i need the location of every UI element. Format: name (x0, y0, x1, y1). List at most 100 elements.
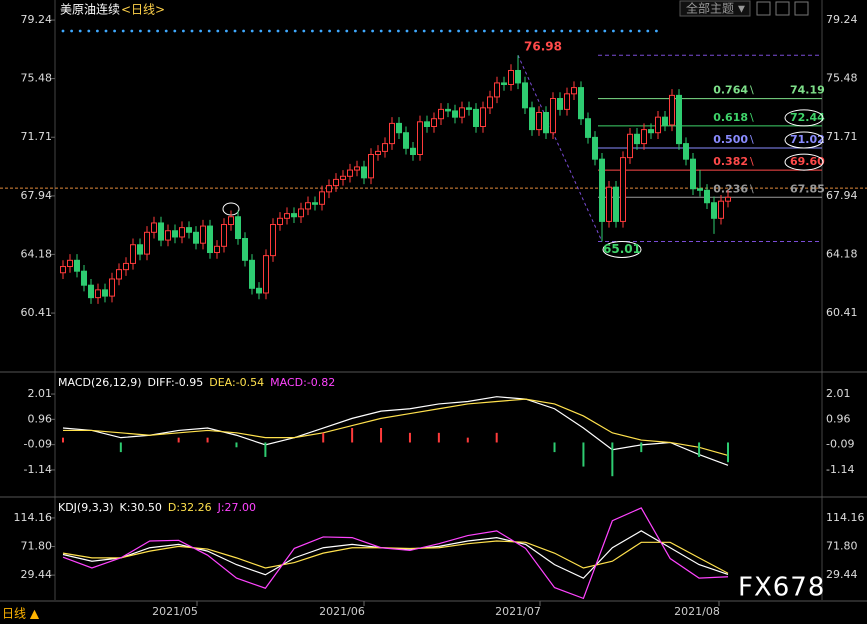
candle-body (144, 231, 150, 255)
indicator-line (62, 540, 729, 574)
indicator-line (62, 396, 729, 466)
icon-button[interactable] (775, 1, 790, 16)
candle-body (522, 82, 528, 109)
candle-body (228, 216, 234, 226)
date-label: 2021/07 (495, 605, 541, 618)
candle-body (165, 230, 171, 241)
signal-dot (500, 29, 503, 33)
candle-body (340, 175, 346, 180)
candle-body (207, 225, 213, 254)
candle-body (74, 259, 80, 272)
y-tick-label: 114.16 (14, 511, 53, 524)
signal-dot (414, 29, 417, 33)
candle-body (438, 108, 444, 120)
fib-price: 69.60 (790, 155, 825, 168)
fib-ratio: 0.764 (713, 84, 748, 97)
candle-body (333, 178, 339, 187)
signal-dot (371, 29, 374, 33)
signal-dot (405, 29, 409, 33)
candle-body (151, 222, 157, 233)
signal-dot (173, 29, 177, 33)
candle-body (452, 110, 458, 118)
fib-separator: \ (750, 155, 754, 168)
fib-price: 72.44 (790, 111, 825, 124)
candle-body (312, 202, 318, 205)
dropdown-arrow[interactable]: ▼ (738, 5, 745, 15)
candle-body (67, 259, 73, 268)
signal-dot (483, 29, 486, 33)
signal-dot (508, 29, 512, 33)
signal-dot (182, 29, 185, 33)
candle-body (690, 158, 696, 190)
candle-body (564, 93, 570, 110)
candle-body (585, 118, 591, 138)
candle-body (529, 107, 535, 131)
candle-body (193, 231, 199, 244)
candle-body (263, 255, 269, 294)
candle-body (613, 186, 619, 222)
candle-body (662, 116, 668, 126)
signal-dot (465, 29, 469, 33)
peak-label: 76.98 (524, 40, 562, 54)
candle-body (683, 143, 689, 160)
candle-body (599, 158, 605, 222)
fib-highlight (784, 153, 824, 171)
candle-body (179, 227, 185, 238)
signal-dot (362, 29, 366, 33)
candle-body (403, 132, 409, 149)
signal-dot (517, 29, 521, 33)
y-tick-label: 67.94 (21, 189, 53, 202)
candle-body (95, 289, 101, 299)
signal-dot (130, 29, 134, 33)
candle-body (571, 87, 577, 95)
signal-dot (354, 29, 357, 33)
signal-dot (440, 29, 443, 33)
signal-dot (121, 29, 125, 33)
signal-dot (70, 29, 73, 33)
signal-dot (543, 29, 546, 33)
fib-highlight (784, 109, 824, 127)
period-label: <日线> (121, 3, 165, 17)
candle-body (508, 69, 514, 85)
swing-line (517, 55, 603, 242)
candle-body (382, 143, 388, 152)
signal-dot (594, 29, 598, 33)
candle-body (396, 122, 402, 134)
candle-body (592, 136, 598, 160)
candle-body (431, 118, 437, 127)
y-tick-label: 71.71 (826, 130, 858, 143)
theme-button-label[interactable]: 全部主题 (686, 1, 734, 16)
candle-body (102, 289, 108, 297)
period-footer[interactable]: 日线 ▲ (2, 607, 40, 621)
y-tick-label: 64.18 (826, 247, 858, 260)
candle-body (137, 244, 143, 255)
signal-dot (646, 29, 650, 33)
icon-button[interactable] (794, 1, 809, 16)
signal-dot (87, 29, 91, 33)
legend-entry: MACD:-0.82 (270, 376, 335, 389)
legend-entry: K:30.50 (120, 501, 162, 514)
fib-ratio: 0.618 (713, 111, 748, 124)
candle-body (487, 96, 493, 109)
candle-body (704, 189, 710, 204)
signal-dot (61, 29, 65, 33)
candle-body (284, 213, 290, 219)
trough-highlight (602, 240, 642, 258)
fib-separator: \ (750, 182, 754, 195)
y-tick-label: 114.16 (826, 511, 865, 524)
candle-body (424, 121, 430, 127)
theme-button[interactable] (679, 0, 751, 17)
indicator-line (62, 507, 729, 600)
candle-body (697, 188, 703, 191)
signal-dot (345, 29, 349, 33)
candle-body (256, 287, 262, 294)
signal-dot (139, 29, 142, 33)
y-tick-label: 71.80 (21, 540, 53, 553)
candle-body (578, 87, 584, 120)
legend-entry: DIFF:-0.95 (148, 376, 204, 389)
y-tick-label: 29.44 (826, 568, 858, 581)
icon-button[interactable] (756, 1, 771, 16)
signal-dot (276, 29, 280, 33)
signal-dot (560, 29, 564, 33)
y-tick-label: 60.41 (826, 306, 858, 319)
